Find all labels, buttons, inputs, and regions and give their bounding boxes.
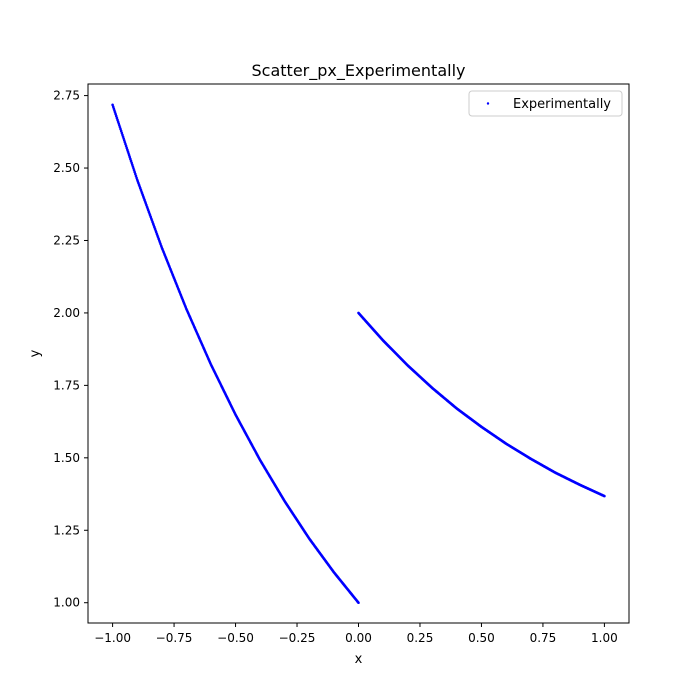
data-point — [357, 601, 360, 605]
data-point — [603, 494, 606, 498]
y-tick-label: 2.00 — [53, 306, 80, 320]
y-axis-label: y — [28, 349, 43, 357]
x-tick-label: −1.00 — [94, 631, 131, 645]
x-axis-label: x — [355, 652, 363, 667]
legend-box — [468, 90, 623, 117]
series-layer — [111, 103, 606, 605]
x-tick-label: 0.75 — [530, 631, 557, 645]
y-tick-label: 1.25 — [53, 523, 80, 537]
y-tick-label: 1.50 — [53, 451, 80, 465]
chart-title: Scatter_px_Experimentally — [252, 61, 466, 81]
x-axis-ticks: −1.00 −0.75 −0.50 −0.25 0.00 0.25 0.50 0.75 1.00 — [94, 623, 618, 645]
y-tick-label: 2.75 — [53, 89, 80, 103]
legend-marker — [486, 102, 490, 105]
y-axis-ticks: 1.00 1.25 1.50 1.75 2.00 2.25 2.50 2.75 — [53, 89, 88, 610]
x-tick-label: −0.75 — [156, 631, 193, 645]
y-tick-label: 1.75 — [53, 378, 80, 392]
y-tick-label: 2.50 — [53, 161, 80, 175]
x-tick-label: 1.00 — [591, 631, 618, 645]
x-tick-label: 0.50 — [468, 631, 495, 645]
x-tick-label: −0.50 — [217, 631, 254, 645]
plot-area: −1.00 −0.75 −0.50 −0.25 0.00 0.25 0.50 0.75 1.00… — [53, 83, 630, 645]
plot-frame — [87, 83, 630, 624]
y-tick-label: 2.25 — [53, 233, 80, 247]
legend-label-experimentally: Experimentally — [513, 97, 611, 112]
y-tick-label: 1.00 — [53, 596, 80, 610]
x-tick-label: 0.25 — [407, 631, 434, 645]
legend: Experimentally — [468, 90, 623, 117]
x-tick-label: 0.00 — [345, 631, 372, 645]
x-tick-label: −0.25 — [279, 631, 316, 645]
